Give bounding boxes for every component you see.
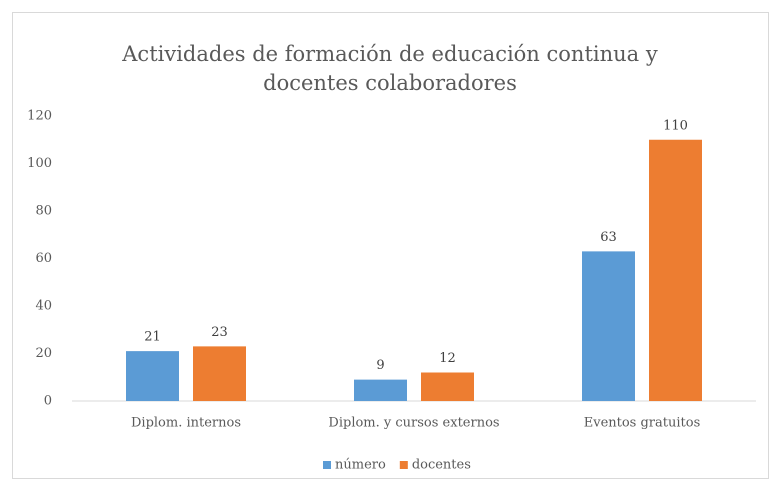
data-label: 21 [144,330,161,345]
x-tick-label: Diplom. y cursos externos [328,416,499,431]
bar [126,351,179,401]
data-label: 23 [211,325,228,340]
y-tick-label: 20 [35,346,52,361]
bar [649,139,702,401]
legend-swatch [323,461,331,469]
data-label: 110 [663,118,688,133]
bar [582,251,635,401]
data-label: 12 [439,351,456,366]
legend-label: docentes [412,458,471,473]
y-tick-label: 120 [27,109,52,124]
x-tick-label: Eventos gratuitos [584,416,701,431]
y-tick-label: 100 [27,156,52,171]
bar [193,346,246,401]
y-tick-label: 40 [35,299,52,314]
y-tick-label: 60 [35,251,52,266]
chart-title: Actividades de formación de educación co… [122,42,658,95]
data-label: 63 [600,230,617,245]
y-tick-label: 80 [35,204,52,219]
chart-frame [12,12,769,479]
legend-label: número [335,458,386,473]
y-tick-label: 0 [44,394,52,409]
bar [421,372,474,401]
bar [354,379,407,401]
x-tick-label: Diplom. internos [131,416,241,431]
data-label: 9 [376,358,384,373]
legend-swatch [399,461,408,469]
